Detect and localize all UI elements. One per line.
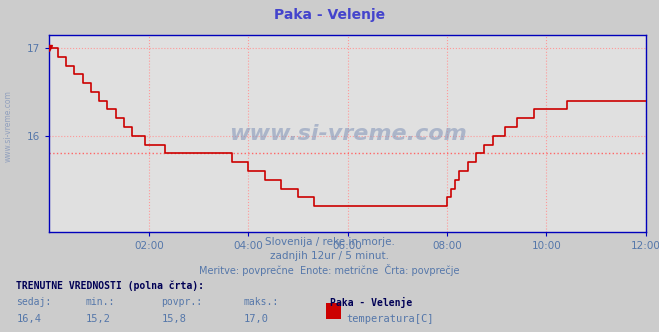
- Text: TRENUTNE VREDNOSTI (polna črta):: TRENUTNE VREDNOSTI (polna črta):: [16, 281, 204, 291]
- Text: 15,2: 15,2: [86, 314, 111, 324]
- Text: Paka - Velenje: Paka - Velenje: [330, 297, 412, 308]
- Text: Slovenija / reke in morje.: Slovenija / reke in morje.: [264, 237, 395, 247]
- Text: temperatura[C]: temperatura[C]: [346, 314, 434, 324]
- Text: Paka - Velenje: Paka - Velenje: [274, 8, 385, 22]
- Text: 16,4: 16,4: [16, 314, 42, 324]
- Text: maks.:: maks.:: [244, 297, 279, 307]
- Text: povpr.:: povpr.:: [161, 297, 202, 307]
- Text: zadnjih 12ur / 5 minut.: zadnjih 12ur / 5 minut.: [270, 251, 389, 261]
- Text: www.si-vreme.com: www.si-vreme.com: [229, 124, 467, 144]
- Text: min.:: min.:: [86, 297, 115, 307]
- Text: 17,0: 17,0: [244, 314, 269, 324]
- Text: 15,8: 15,8: [161, 314, 186, 324]
- Text: www.si-vreme.com: www.si-vreme.com: [3, 90, 13, 162]
- Text: Meritve: povprečne  Enote: metrične  Črta: povprečje: Meritve: povprečne Enote: metrične Črta:…: [199, 264, 460, 276]
- Text: sedaj:: sedaj:: [16, 297, 51, 307]
